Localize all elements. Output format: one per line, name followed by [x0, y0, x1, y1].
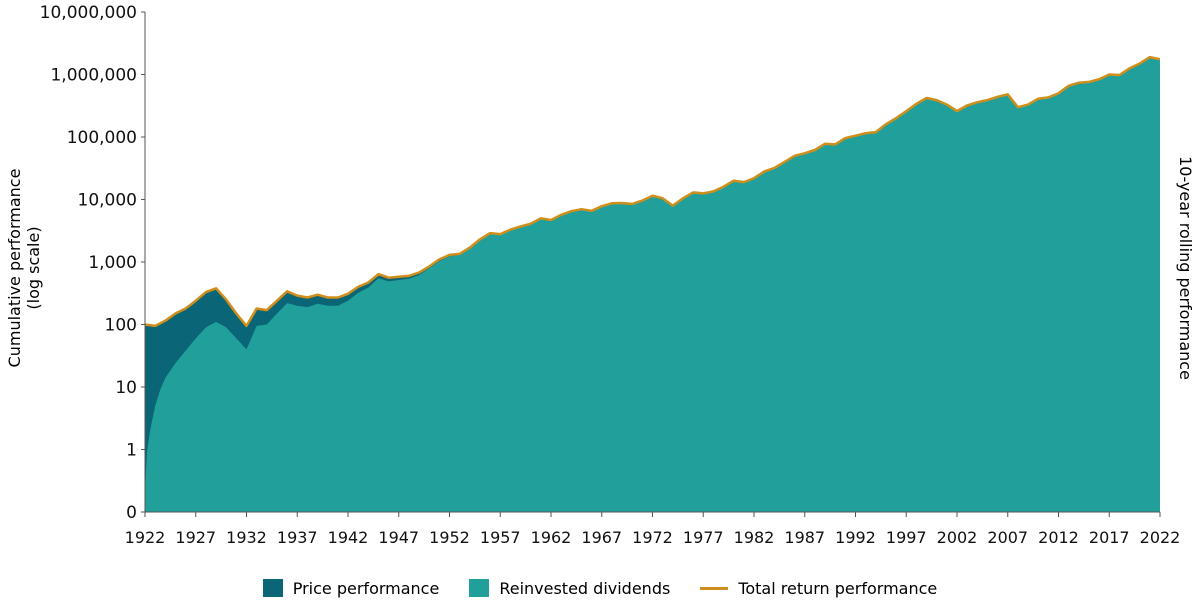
legend-swatch-price [262, 579, 283, 597]
y2-axis-title: 10-year rolling performance [1176, 156, 1195, 380]
x-tick-label: 1992 [835, 528, 876, 547]
x-tick-label: 1947 [378, 528, 419, 547]
x-tick-label: 1932 [226, 528, 267, 547]
legend-item-total: Total return performance [700, 579, 937, 598]
x-tick-label: 1942 [328, 528, 369, 547]
legend-swatch-total [700, 586, 729, 590]
x-tick-label: 1977 [683, 528, 724, 547]
x-tick-label: 1972 [632, 528, 673, 547]
x-tick-label: 2022 [1140, 528, 1181, 547]
y-axis-title-line1: Cumulative performance [5, 169, 24, 368]
y-tick-label: 1 [126, 441, 137, 461]
x-tick-label: 2017 [1089, 528, 1130, 547]
x-tick-label: 1952 [429, 528, 470, 547]
legend-item-price: Price performance [262, 578, 440, 598]
x-tick-label: 1937 [277, 528, 318, 547]
x-tick-label: 2007 [987, 528, 1028, 547]
x-tick-label: 1997 [886, 528, 927, 547]
y-tick-label: 1,000 [88, 253, 137, 273]
y-tick-label: 10 [115, 378, 137, 398]
y-tick-label: 1,000,000 [50, 66, 137, 86]
x-tick-label: 1987 [784, 528, 825, 547]
x-tick-label: 1967 [581, 528, 622, 547]
y-tick-label: 100 [105, 316, 137, 336]
x-tick-label: 2002 [937, 528, 978, 547]
legend: Price performance Reinvested dividends T… [0, 576, 1200, 600]
x-tick-label: 1927 [175, 528, 216, 547]
y-tick-label: 10,000 [78, 191, 137, 211]
y-tick-label: 10,000,000 [40, 3, 137, 23]
legend-label-dividends: Reinvested dividends [499, 578, 671, 598]
y-axis-title-line2: (log scale) [24, 226, 43, 309]
x-tick-label: 1922 [125, 528, 166, 547]
y-tick-label: 100,000 [67, 128, 137, 148]
x-tick-label: 1962 [531, 528, 572, 547]
chart-areas [144, 55, 1161, 512]
total-return-line [144, 55, 1161, 328]
x-tick-label: 2012 [1038, 528, 1079, 547]
legend-label-total: Total return performance [738, 578, 938, 598]
x-tick-label: 1957 [480, 528, 521, 547]
reinvested-dividends-area [145, 57, 1160, 512]
legend-label-price: Price performance [292, 578, 440, 598]
y-axis-ticks: 0 1 10 100 1,000 10,000 100,000 1,000,000 10,000… [40, 3, 145, 523]
x-axis-ticks: 1922 1927 1932 1937 1942 1947 1952 1957 1962 1967… [125, 512, 1181, 547]
legend-item-dividends: Reinvested dividends [469, 579, 670, 598]
legend-swatch-dividends [469, 579, 490, 597]
y-tick-label: 0 [126, 503, 137, 523]
x-tick-label: 1982 [734, 528, 775, 547]
